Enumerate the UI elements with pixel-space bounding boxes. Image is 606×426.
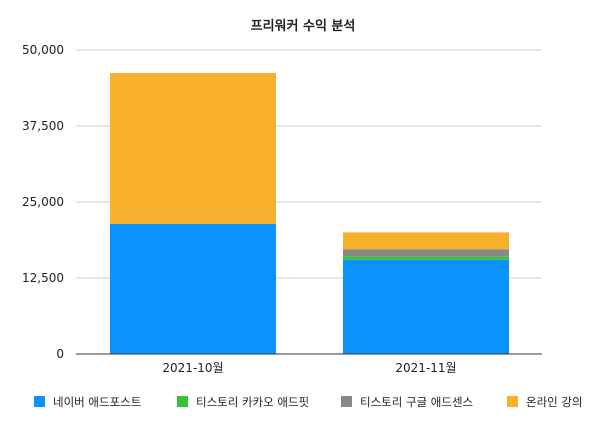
x-tick-label: 2021-11월	[395, 361, 456, 375]
x-axis-tick-labels: 2021-10월 2021-11월	[162, 361, 456, 375]
y-tick-label: 37,500	[22, 119, 64, 133]
bar-segment	[110, 73, 276, 224]
bar-segment	[343, 232, 509, 250]
y-tick-label: 25,000	[22, 195, 64, 209]
bar-segment	[343, 256, 509, 260]
legend-swatch	[177, 396, 188, 407]
legend-item: 온라인 강의	[507, 395, 583, 409]
legend-item: 네이버 애드포스트	[34, 395, 141, 409]
legend-label: 온라인 강의	[526, 395, 583, 409]
legend-swatch	[507, 396, 518, 407]
y-tick-label: 0	[56, 347, 64, 361]
y-tick-label: 50,000	[22, 43, 64, 57]
legend-label: 네이버 애드포스트	[53, 395, 141, 409]
legend-label: 티스토리 구글 애드센스	[360, 395, 473, 409]
legend: 네이버 애드포스트 티스토리 카카오 애드핏 티스토리 구글 애드센스 온라인 강의	[34, 395, 583, 409]
bars	[110, 73, 509, 354]
bar-segment	[343, 259, 509, 354]
chart-title: 프리워커 수익 분석	[251, 18, 356, 34]
bar-segment	[343, 249, 509, 257]
y-tick-label: 12,500	[22, 271, 64, 285]
bar-segment	[110, 223, 276, 354]
legend-label: 티스토리 카카오 애드핏	[196, 395, 309, 409]
x-tick-label: 2021-10월	[162, 361, 223, 375]
y-axis-tick-labels: 0 12,500 25,000 37,500 50,000	[22, 43, 64, 361]
legend-swatch	[341, 396, 352, 407]
legend-swatch	[34, 396, 45, 407]
legend-item: 티스토리 구글 애드센스	[341, 395, 473, 409]
legend-item: 티스토리 카카오 애드핏	[177, 395, 309, 409]
